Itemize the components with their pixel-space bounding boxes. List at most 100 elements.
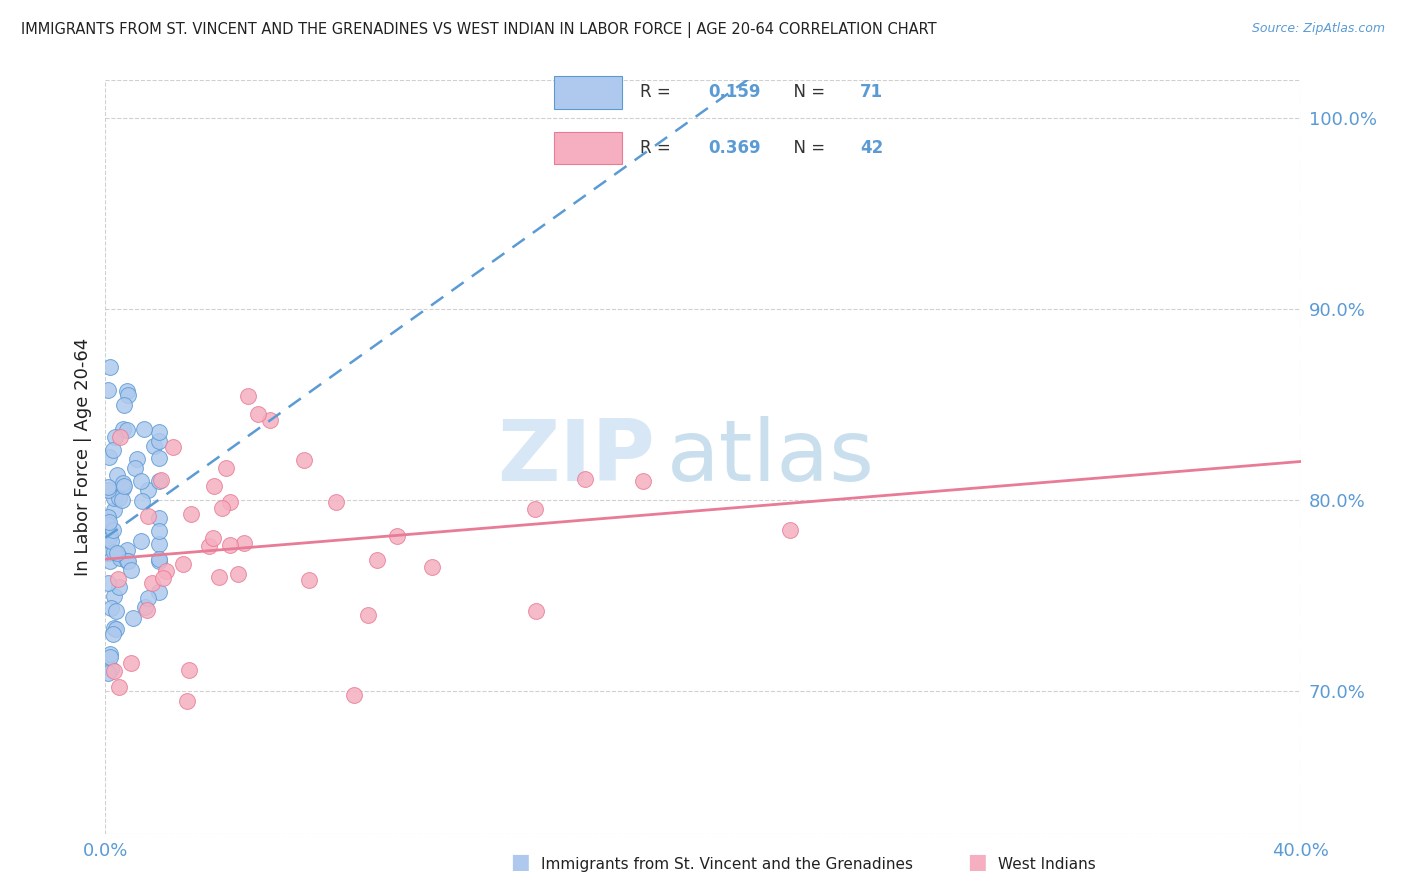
Point [134,422,156,436]
Point [136,591,159,605]
Point [111,422,134,436]
Point [97,533,120,547]
Point [100,601,122,615]
Point [180,507,202,521]
Point [779,523,801,537]
Text: ZIP: ZIP [498,416,655,499]
Text: atlas: atlas [666,416,875,499]
Point [292,452,315,467]
Point [111,476,134,491]
Text: Source: ZipAtlas.com: Source: ZipAtlas.com [1251,22,1385,36]
Point [107,572,129,586]
Point [219,538,242,552]
Point [98,650,121,665]
Point [122,611,145,625]
Point [357,607,380,622]
Point [162,440,184,454]
Point [112,398,135,412]
Point [233,536,256,550]
Text: N =: N = [783,138,830,157]
Point [117,384,139,398]
Point [115,554,138,568]
Point [97,450,120,464]
Point [111,493,134,508]
Text: 71: 71 [860,83,883,101]
Point [574,472,596,486]
Point [177,663,200,677]
Text: IMMIGRANTS FROM ST. VINCENT AND THE GRENADINES VS WEST INDIAN IN LABOR FORCE | A: IMMIGRANTS FROM ST. VINCENT AND THE GREN… [21,22,936,38]
Point [108,550,131,565]
Y-axis label: In Labor Force | Age 20-64: In Labor Force | Age 20-64 [73,338,91,576]
Text: R =: R = [640,83,676,101]
Point [100,533,122,548]
Point [97,383,120,397]
Point [105,622,128,636]
Point [103,503,125,517]
Point [129,534,152,549]
Point [125,452,148,467]
Point [148,425,170,440]
Point [112,481,135,495]
Point [202,532,225,546]
Point [97,510,120,524]
Point [246,407,269,421]
Point [131,494,153,508]
Point [148,584,170,599]
Point [97,483,120,497]
Point [148,537,170,551]
Point [98,515,121,529]
Point [366,553,388,567]
Point [108,680,131,694]
Point [148,474,170,488]
Point [215,461,238,475]
Point [101,627,124,641]
Point [98,554,121,568]
Text: 0.159: 0.159 [709,83,761,101]
Point [155,564,177,578]
Point [343,688,366,702]
Point [103,443,125,458]
Point [120,657,142,671]
Point [120,563,142,577]
FancyBboxPatch shape [554,77,621,109]
Point [148,450,170,465]
Point [259,413,281,427]
Point [236,389,259,403]
Point [117,543,139,558]
Point [108,430,131,444]
Point [105,546,128,560]
Text: Immigrants from St. Vincent and the Grenadines: Immigrants from St. Vincent and the Gren… [541,857,914,872]
Point [148,551,170,566]
Text: ■: ■ [510,853,530,872]
Point [141,576,163,591]
Text: N =: N = [783,83,830,101]
Point [124,461,146,475]
Point [148,434,170,448]
Point [138,508,160,523]
Point [98,527,121,541]
Text: ■: ■ [967,853,987,872]
FancyBboxPatch shape [554,132,621,164]
Point [103,621,125,635]
Point [105,604,128,618]
Point [298,574,321,588]
Point [524,502,547,516]
Point [211,500,233,515]
Point [108,580,131,594]
Point [148,511,170,525]
Point [150,474,173,488]
Point [112,479,135,493]
Point [202,479,225,493]
Point [98,527,121,541]
Point [173,558,195,572]
Point [142,439,165,453]
Point [98,360,121,375]
Point [198,539,221,553]
Point [420,560,443,574]
Point [97,576,120,591]
Point [115,423,138,437]
Point [97,480,120,494]
Point [524,604,547,618]
Point [103,491,125,506]
Point [97,518,120,533]
